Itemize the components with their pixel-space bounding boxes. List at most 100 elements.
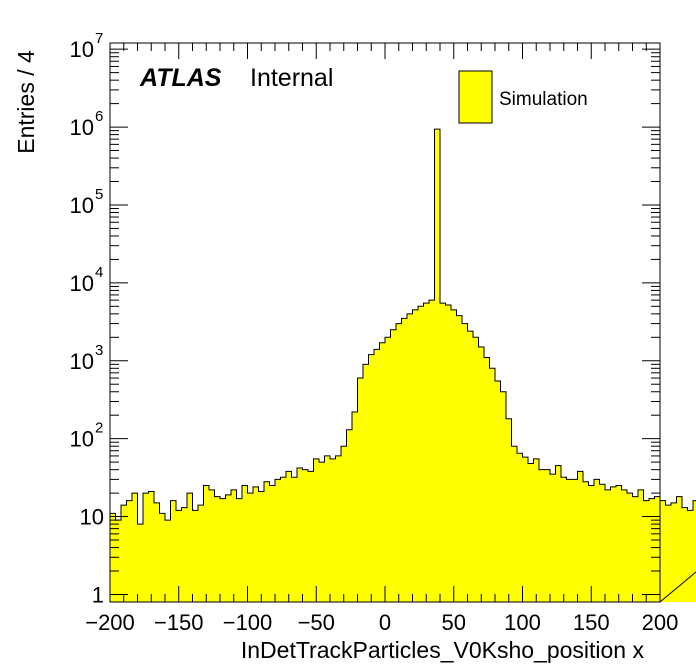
histogram-bar <box>198 505 204 602</box>
histogram-bar <box>390 329 397 602</box>
histogram-bar <box>687 510 694 602</box>
y-axis-title: Entries / 4 <box>13 50 39 154</box>
y-tick-label: 1 <box>92 582 104 607</box>
y-tick-exponent: 7 <box>95 30 103 47</box>
y-tick-exponent: 3 <box>95 342 103 359</box>
histogram-outline <box>109 128 696 603</box>
histogram-bar <box>313 458 320 602</box>
histogram-bar <box>533 458 540 602</box>
histogram-bar <box>544 469 551 602</box>
histogram-bar <box>308 471 314 602</box>
y-axis-title-text: Entries / 4 <box>13 50 39 154</box>
histogram-bar <box>572 479 578 602</box>
histogram-bar <box>456 315 463 602</box>
histogram-bar <box>236 498 243 602</box>
histogram-bar <box>605 489 611 602</box>
x-tick-label: 200 <box>642 610 679 635</box>
histogram-bar <box>264 481 270 602</box>
histogram-bar <box>517 453 523 602</box>
histogram-bar <box>671 502 677 602</box>
histogram-bar <box>462 323 468 602</box>
histogram-bar <box>583 481 589 602</box>
histogram-bar <box>555 465 562 602</box>
histogram-bar <box>434 129 441 602</box>
histogram-bar <box>159 513 166 602</box>
histogram-bar <box>638 489 644 602</box>
histogram-bar <box>181 507 188 602</box>
histogram-bar <box>379 342 386 602</box>
histogram-bar <box>682 507 688 602</box>
histogram-bar <box>489 368 496 602</box>
y-tick-label: 10 <box>70 115 94 140</box>
histogram-bar <box>137 524 144 602</box>
histogram-bar <box>506 418 512 602</box>
histogram-bar <box>665 505 672 602</box>
histogram-bar <box>445 304 452 602</box>
histogram-bar <box>220 498 226 602</box>
histogram-bar <box>297 468 303 602</box>
histogram-bar <box>352 411 358 602</box>
histogram-bar <box>115 520 122 602</box>
histogram-bar <box>594 479 600 602</box>
histogram-bar <box>286 471 292 602</box>
histogram-bar <box>660 500 666 602</box>
histogram-bar <box>368 354 375 602</box>
histogram-bar <box>484 357 490 602</box>
histogram-bar <box>258 491 265 602</box>
histogram-bar <box>423 303 430 602</box>
histogram-bar <box>478 347 485 602</box>
histogram-bar <box>396 323 402 602</box>
histogram-bar <box>209 489 215 602</box>
histogram-bar <box>330 458 336 602</box>
histogram-bar <box>643 500 650 602</box>
histogram-bar <box>319 462 325 602</box>
x-tick-label: 50 <box>442 610 466 635</box>
histogram-bar <box>693 500 696 602</box>
histogram-bar <box>621 489 628 602</box>
histogram-bar <box>467 331 474 602</box>
histogram-bar <box>429 300 435 602</box>
x-tick-label: 100 <box>504 610 541 635</box>
x-tick-label: −150 <box>154 610 204 635</box>
histogram-bar <box>528 463 534 602</box>
histogram-bar <box>148 491 155 602</box>
histogram-bar <box>588 485 595 602</box>
histogram-bar <box>495 380 501 602</box>
histogram-bar <box>357 378 364 602</box>
histogram-bar <box>539 469 545 602</box>
histogram-bar <box>616 485 622 602</box>
histogram-bar <box>324 455 331 602</box>
histogram-bar <box>154 502 160 602</box>
histogram-bar <box>610 486 617 602</box>
internal-label: Internal <box>250 64 333 92</box>
histogram-bar <box>654 496 661 602</box>
histogram-bar <box>577 471 584 602</box>
histogram-bar <box>335 455 342 602</box>
histogram-bar <box>231 489 237 602</box>
histogram-bar <box>407 313 413 602</box>
histogram-bar <box>550 474 556 602</box>
y-tick-label: 10 <box>70 271 94 296</box>
histogram-bar <box>126 500 133 602</box>
histogram-bar <box>363 364 369 602</box>
histogram-bar <box>511 446 518 602</box>
y-tick-exponent: 2 <box>95 420 103 437</box>
histogram-bar <box>412 309 419 602</box>
x-tick-label: −100 <box>223 610 273 635</box>
histogram-bar <box>176 510 182 602</box>
histogram-bar <box>187 493 193 602</box>
legend-label: Simulation <box>499 89 588 110</box>
histogram-bar <box>302 469 309 602</box>
histogram-bar <box>473 337 479 602</box>
y-tick-label: 10 <box>80 505 104 530</box>
x-tick-label: −50 <box>298 610 335 635</box>
y-tick-label: 10 <box>70 349 94 374</box>
histogram-bar <box>632 496 639 602</box>
x-axis-title: InDetTrackParticles_V0Ksho_position x <box>241 637 645 663</box>
histogram-bar <box>170 500 177 602</box>
y-tick-label: 10 <box>70 193 94 218</box>
histogram-bar <box>627 493 633 602</box>
histogram-bar <box>418 306 424 602</box>
histogram-bar <box>291 477 298 602</box>
